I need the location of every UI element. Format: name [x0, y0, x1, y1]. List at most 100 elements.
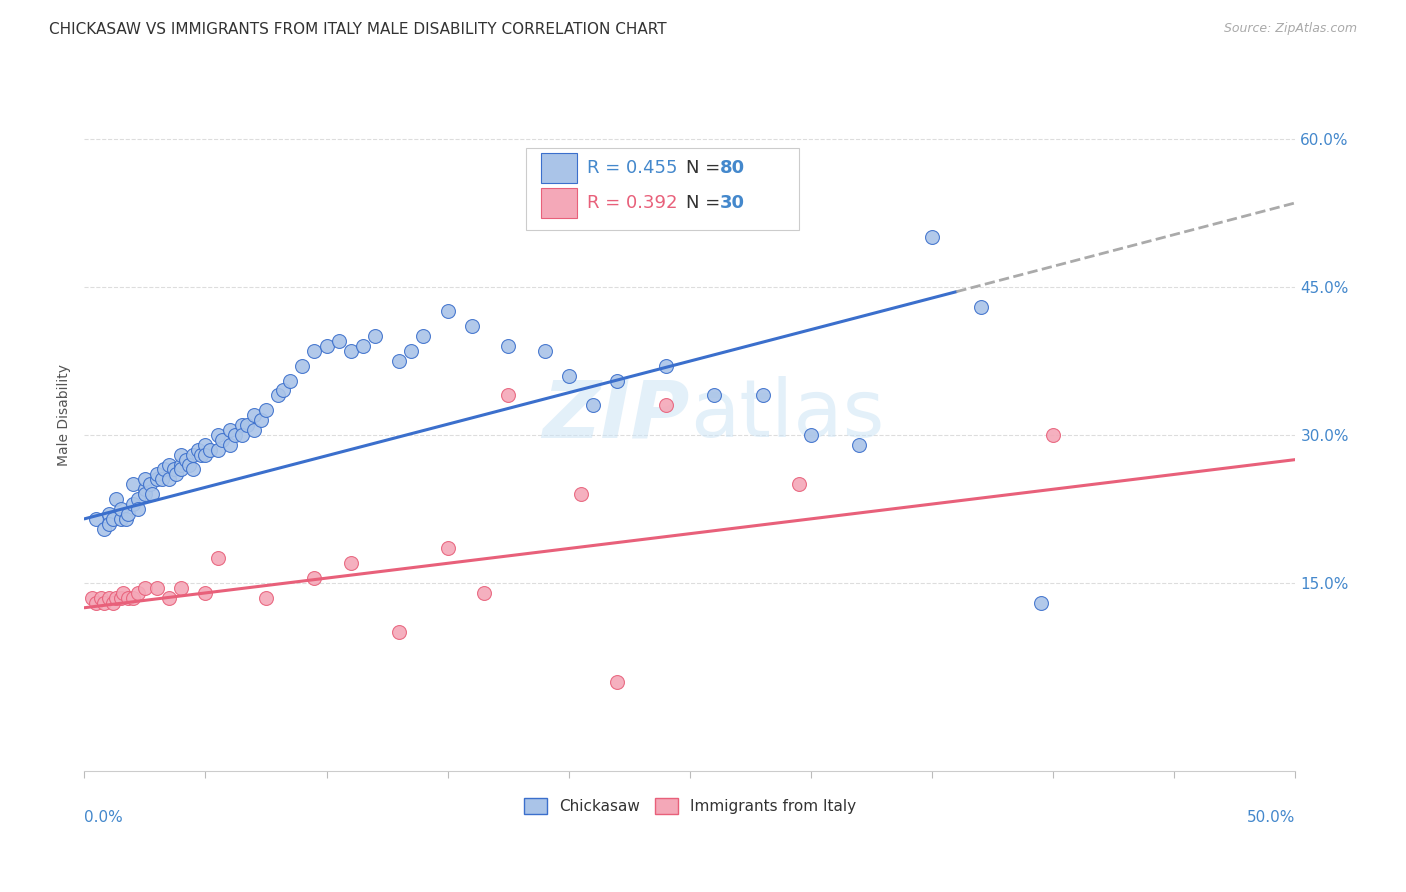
Point — [93, 522, 115, 536]
Point — [703, 388, 725, 402]
Point — [231, 428, 253, 442]
Point — [157, 591, 180, 605]
Point — [194, 448, 217, 462]
Point — [170, 458, 193, 472]
Point — [170, 462, 193, 476]
Point — [921, 230, 943, 244]
Point — [104, 492, 127, 507]
Point — [461, 319, 484, 334]
Point — [606, 374, 628, 388]
Point — [787, 477, 810, 491]
Point — [235, 417, 257, 432]
Point — [496, 388, 519, 402]
Point — [848, 438, 870, 452]
Point — [194, 438, 217, 452]
Point — [243, 408, 266, 422]
Point — [401, 343, 423, 358]
Point — [183, 462, 205, 476]
Text: Source: ZipAtlas.com: Source: ZipAtlas.com — [1223, 22, 1357, 36]
Point — [112, 586, 135, 600]
Text: atlas: atlas — [690, 376, 884, 454]
Point — [103, 596, 125, 610]
Point — [388, 625, 411, 640]
Point — [103, 512, 125, 526]
Text: 0.0%: 0.0% — [84, 810, 124, 825]
Point — [110, 512, 132, 526]
FancyBboxPatch shape — [541, 153, 578, 183]
Point — [304, 343, 326, 358]
Point — [157, 472, 180, 486]
Point — [751, 388, 773, 402]
Point — [139, 477, 162, 491]
Point — [606, 674, 628, 689]
Point — [1042, 428, 1064, 442]
Text: N =: N = — [686, 159, 727, 177]
Point — [436, 304, 458, 318]
Text: CHICKASAW VS IMMIGRANTS FROM ITALY MALE DISABILITY CORRELATION CHART: CHICKASAW VS IMMIGRANTS FROM ITALY MALE … — [49, 22, 666, 37]
Point — [90, 591, 112, 605]
Point — [110, 502, 132, 516]
Point — [412, 329, 434, 343]
Point — [114, 512, 136, 526]
Point — [194, 586, 217, 600]
Point — [558, 368, 581, 383]
Text: R = 0.455: R = 0.455 — [586, 159, 678, 177]
Point — [153, 462, 176, 476]
Point — [291, 359, 314, 373]
Point — [86, 596, 108, 610]
Point — [187, 442, 209, 457]
Point — [340, 343, 363, 358]
Point — [304, 571, 326, 585]
Point — [200, 442, 222, 457]
Point — [117, 507, 139, 521]
Point — [97, 591, 120, 605]
Point — [174, 452, 197, 467]
Point — [254, 403, 277, 417]
Point — [218, 423, 240, 437]
Point — [654, 398, 676, 412]
Point — [146, 581, 169, 595]
Text: ZIP: ZIP — [543, 376, 690, 454]
Point — [121, 497, 143, 511]
Legend: Chickasaw, Immigrants from Italy: Chickasaw, Immigrants from Italy — [517, 792, 862, 820]
Point — [165, 467, 187, 482]
Point — [163, 462, 186, 476]
Y-axis label: Male Disability: Male Disability — [58, 364, 72, 467]
Point — [969, 300, 991, 314]
Point — [267, 388, 290, 402]
Text: 30: 30 — [720, 194, 745, 212]
Point — [243, 423, 266, 437]
Point — [218, 438, 240, 452]
Point — [141, 487, 163, 501]
Point — [654, 359, 676, 373]
Point — [146, 472, 169, 486]
Text: 80: 80 — [720, 159, 745, 177]
Point — [170, 448, 193, 462]
Point — [364, 329, 387, 343]
Point — [110, 591, 132, 605]
Point — [190, 448, 212, 462]
Text: R = 0.392: R = 0.392 — [586, 194, 678, 212]
FancyBboxPatch shape — [541, 188, 578, 219]
Point — [582, 398, 605, 412]
Point — [134, 472, 156, 486]
Point — [134, 482, 156, 496]
Point — [250, 413, 273, 427]
Point — [97, 516, 120, 531]
Point — [127, 502, 149, 516]
Point — [254, 591, 277, 605]
Point — [177, 458, 200, 472]
Text: 50.0%: 50.0% — [1247, 810, 1295, 825]
FancyBboxPatch shape — [526, 148, 799, 230]
Point — [472, 586, 495, 600]
Point — [93, 596, 115, 610]
Point — [231, 417, 253, 432]
Point — [340, 557, 363, 571]
Point — [533, 343, 555, 358]
Point — [211, 433, 233, 447]
Point — [157, 458, 180, 472]
Point — [328, 334, 350, 348]
Point — [134, 487, 156, 501]
Point — [207, 428, 229, 442]
Text: N =: N = — [686, 194, 727, 212]
